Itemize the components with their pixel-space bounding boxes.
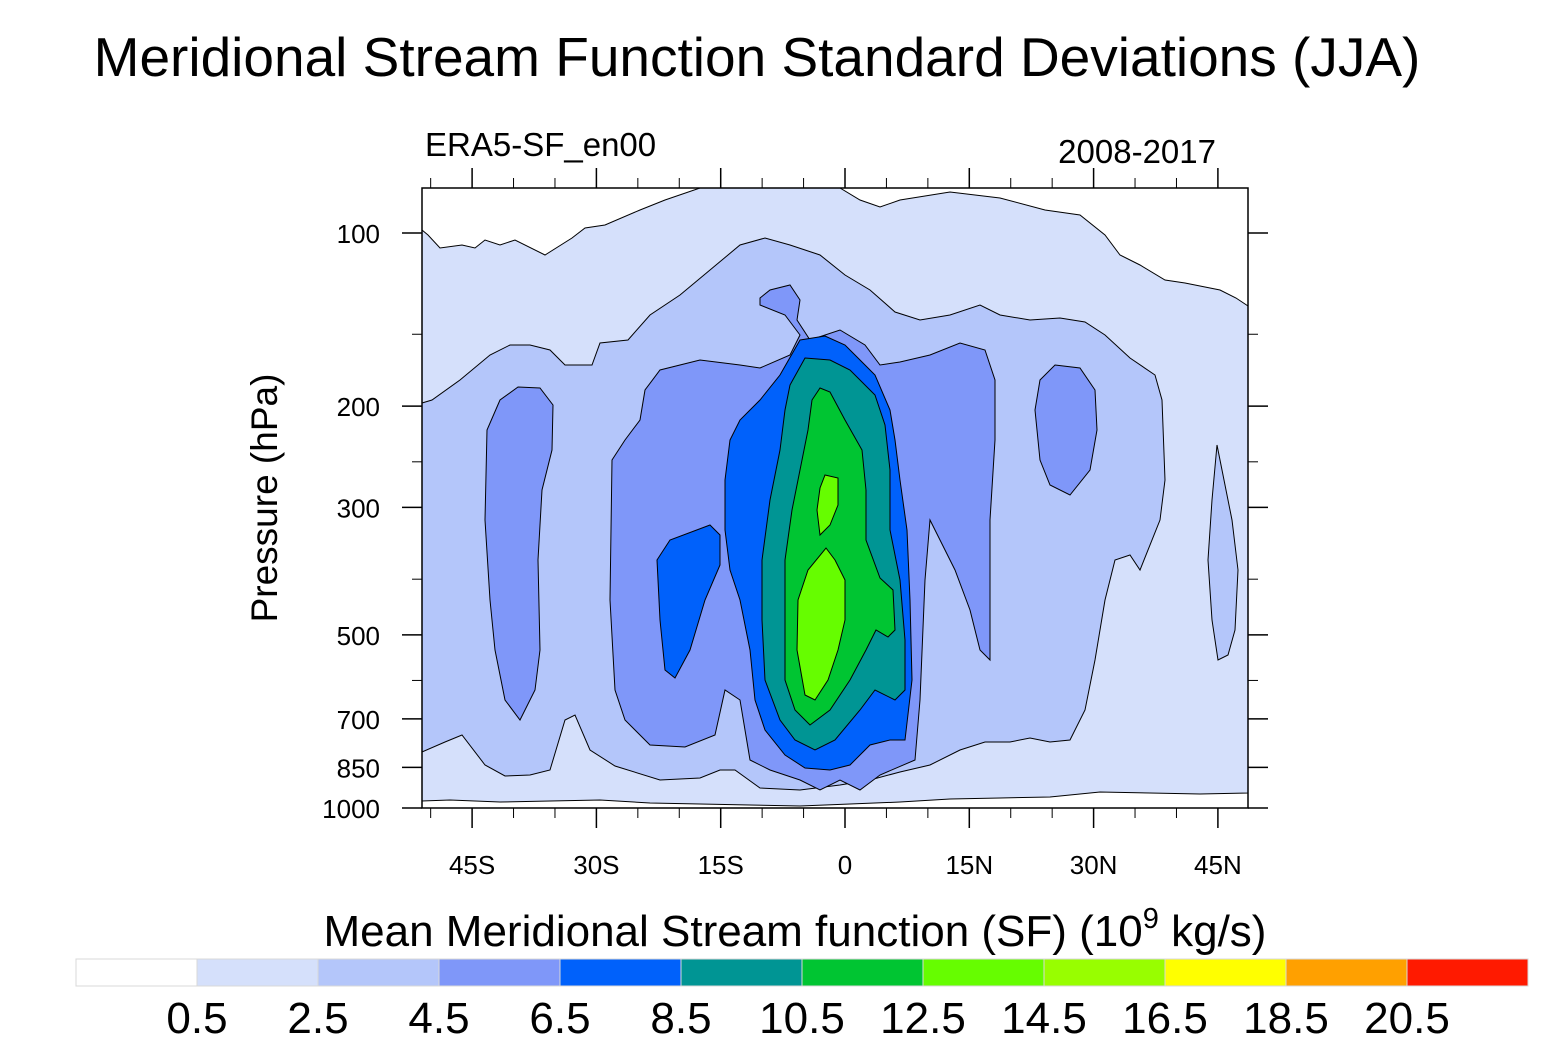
contour-fill-12.5-14.5 bbox=[796, 547, 846, 701]
colorbar-label-main: Mean Meridional Stream function (SF) (10 bbox=[324, 907, 1143, 956]
x-tick-label-45N: 45N bbox=[1194, 850, 1242, 880]
colorbar-swatch-11 bbox=[1406, 958, 1529, 987]
colorbar-level-2.5: 2.5 bbox=[287, 994, 348, 1043]
plot-area bbox=[421, 187, 1249, 809]
colorbar-level-16.5: 16.5 bbox=[1122, 994, 1208, 1043]
y-axis-label: Pressure (hPa) bbox=[244, 374, 285, 623]
contour-fill-12.5-14.5-upper bbox=[816, 474, 839, 537]
colorbar-level-18.5: 18.5 bbox=[1243, 994, 1329, 1043]
colorbar-swatch-9 bbox=[1164, 958, 1287, 987]
colorbar-swatch-0 bbox=[75, 958, 198, 987]
colorbar-swatch-3 bbox=[438, 958, 561, 987]
chart-subtitle-left: ERA5-SF_en00 bbox=[425, 126, 656, 163]
colorbar-swatch-5 bbox=[680, 958, 803, 987]
y-tick-label-1000: 1000 bbox=[322, 794, 380, 824]
colorbar-level-14.5: 14.5 bbox=[1001, 994, 1087, 1043]
y-tick-label-500: 500 bbox=[337, 621, 380, 651]
contour-fill-4.5-6.5-left bbox=[484, 386, 554, 721]
y-axis: 100 200 300 500 700 850 1000 bbox=[322, 219, 1268, 824]
colorbar-swatch-1 bbox=[196, 958, 319, 987]
colorbar-label-tail: kg/s) bbox=[1159, 907, 1267, 956]
minor-ticks bbox=[412, 178, 1258, 818]
colorbar-level-0.5: 0.5 bbox=[166, 994, 227, 1043]
x-tick-label-15N: 15N bbox=[945, 850, 993, 880]
y-tick-label-200: 200 bbox=[337, 392, 380, 422]
y-tick-label-100: 100 bbox=[337, 219, 380, 249]
contour-fill-2.5-4.5-island bbox=[1207, 444, 1239, 661]
colorbar-swatch-4 bbox=[559, 958, 682, 987]
x-tick-label-30S: 30S bbox=[573, 850, 619, 880]
colorbar-level-4.5: 4.5 bbox=[408, 994, 469, 1043]
x-tick-label-0: 0 bbox=[838, 850, 852, 880]
colorbar-level-20.5: 20.5 bbox=[1364, 994, 1450, 1043]
colorbar-swatch-6 bbox=[801, 958, 924, 987]
x-tick-label-30N: 30N bbox=[1070, 850, 1118, 880]
colorbar-swatch-7 bbox=[922, 958, 1045, 987]
colorbar: 0.5 2.5 4.5 6.5 8.5 10.5 12.5 14.5 16.5 18.5 20.5 bbox=[75, 958, 1529, 1043]
x-tick-label-15S: 15S bbox=[698, 850, 744, 880]
colorbar-swatch-10 bbox=[1285, 958, 1408, 987]
colorbar-level-12.5: 12.5 bbox=[880, 994, 966, 1043]
y-tick-label-700: 700 bbox=[337, 705, 380, 735]
y-tick-label-300: 300 bbox=[337, 493, 380, 523]
x-axis: 45S 30S 15S 0 15N 30N 45N bbox=[449, 168, 1242, 880]
chart-title: Meridional Stream Function Standard Devi… bbox=[94, 26, 1421, 88]
contour-fill-6.5-8.5-left bbox=[656, 524, 721, 679]
colorbar-label: Mean Meridional Stream function (SF) (10… bbox=[324, 903, 1267, 956]
colorbar-label-superscript: 9 bbox=[1143, 903, 1159, 935]
plot-frame bbox=[421, 187, 1249, 809]
y-tick-label-850: 850 bbox=[337, 753, 380, 783]
colorbar-level-6.5: 6.5 bbox=[529, 994, 590, 1043]
colorbar-swatch-8 bbox=[1043, 958, 1166, 987]
contour-fill-4.5-6.5-right bbox=[1034, 364, 1098, 496]
colorbar-level-8.5: 8.5 bbox=[650, 994, 711, 1043]
colorbar-swatch-2 bbox=[317, 958, 440, 987]
colorbar-level-10.5: 10.5 bbox=[759, 994, 845, 1043]
x-tick-label-45S: 45S bbox=[449, 850, 495, 880]
chart-subtitle-right: 2008-2017 bbox=[1058, 133, 1216, 170]
